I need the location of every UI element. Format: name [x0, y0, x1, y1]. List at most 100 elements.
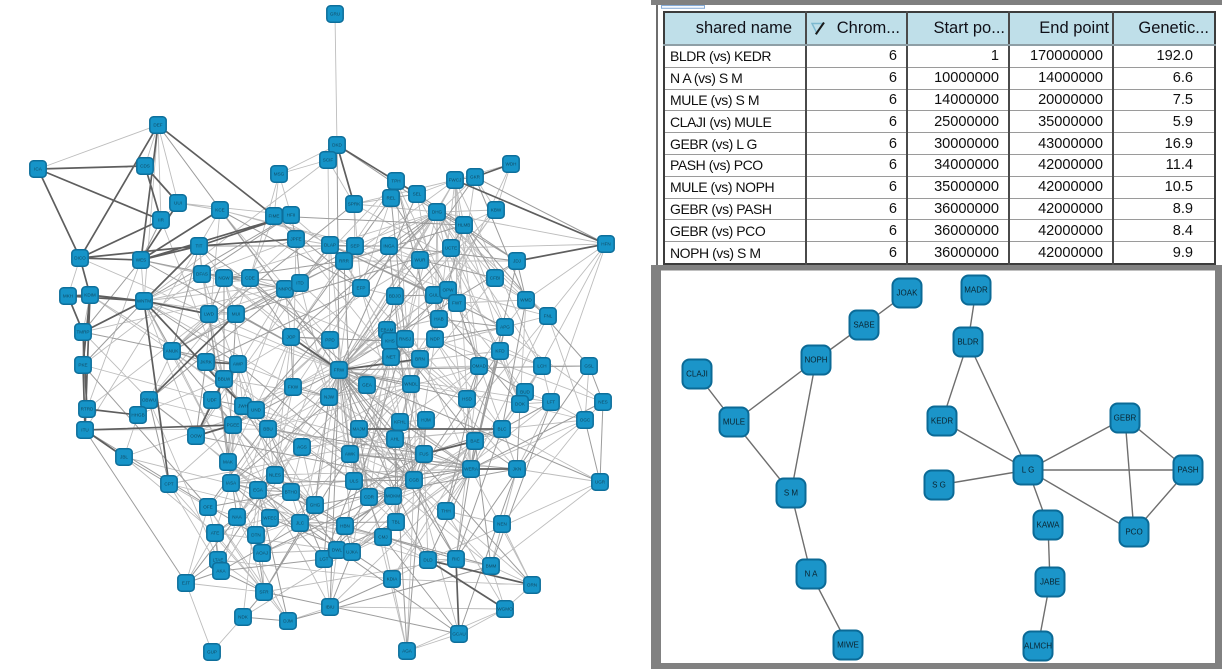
svg-text:PCO: PCO: [1125, 528, 1142, 537]
svg-text:OGC: OGC: [580, 418, 591, 423]
svg-text:L G: L G: [1022, 466, 1035, 475]
svg-text:ULS: ULS: [350, 479, 359, 484]
svg-text:AWK: AWK: [345, 452, 356, 457]
svg-text:FIME: FIME: [269, 214, 280, 219]
svg-text:KCE: KCE: [215, 208, 224, 213]
svg-text:HSD: HSD: [462, 397, 472, 402]
svg-text:SPRK: SPRK: [348, 202, 361, 207]
svg-text:JBL: JBL: [120, 455, 128, 460]
svg-text:DEF: DEF: [153, 123, 162, 128]
svg-text:JKN: JKN: [513, 467, 522, 472]
svg-text:FWT: FWT: [452, 301, 462, 306]
svg-text:CGB: CGB: [409, 478, 419, 483]
svg-text:UGR: UGR: [595, 480, 606, 485]
svg-text:EGA: EGA: [253, 488, 264, 493]
svg-text:JWH: JWH: [238, 404, 248, 409]
svg-text:TMRP: TMRP: [76, 330, 89, 335]
svg-text:HJM: HJM: [421, 418, 431, 423]
svg-text:GHG: GHG: [310, 503, 321, 508]
svg-text:ATE: ATE: [211, 531, 220, 536]
svg-text:JABE: JABE: [1040, 578, 1060, 587]
svg-text:APG: APG: [500, 325, 510, 330]
svg-text:BUD: BUD: [520, 390, 530, 395]
svg-text:CDS: CDS: [140, 164, 150, 169]
svg-text:WDH: WDH: [506, 162, 517, 167]
svg-text:JKRK: JKRK: [200, 360, 213, 365]
svg-text:THH: THH: [441, 509, 450, 514]
svg-text:KBW: KBW: [491, 208, 502, 213]
svg-text:LCH: LCH: [537, 364, 546, 369]
svg-text:JPFE: JPFE: [290, 237, 301, 242]
svg-text:PASH: PASH: [1177, 466, 1198, 475]
svg-text:TBL: TBL: [392, 520, 401, 525]
svg-text:LGT: LGT: [320, 557, 329, 562]
svg-text:SFR: SFR: [259, 590, 269, 595]
svg-text:AWP: AWP: [233, 362, 243, 367]
svg-text:OBWU: OBWU: [142, 398, 156, 403]
svg-text:HFN: HFN: [601, 242, 610, 247]
svg-text:UCTE: UCTE: [445, 246, 458, 251]
svg-text:RTRD: RTRD: [81, 407, 94, 412]
svg-text:PGEE: PGEE: [227, 423, 240, 428]
svg-text:IIR: IIR: [158, 218, 165, 223]
svg-text:MOKM: MOKM: [386, 494, 400, 499]
svg-text:GEBR: GEBR: [1114, 414, 1137, 423]
svg-text:INGA: INGA: [383, 244, 395, 249]
svg-text:FWCJ: FWCJ: [449, 178, 462, 183]
svg-text:S M: S M: [784, 489, 799, 498]
svg-text:BDJO: BDJO: [389, 294, 402, 299]
svg-text:HLMB: HLMB: [458, 223, 471, 228]
svg-text:NET: NET: [386, 355, 395, 360]
svg-text:GUL: GUL: [429, 293, 439, 298]
svg-text:MAJM: MAJM: [352, 427, 365, 432]
svg-text:KAWA: KAWA: [1037, 521, 1061, 530]
svg-text:JOAK: JOAK: [897, 289, 919, 298]
svg-text:AKA: AKA: [216, 569, 226, 574]
svg-text:LTAE: LTAE: [213, 558, 224, 563]
svg-text:AGS: AGS: [297, 445, 307, 450]
svg-text:SCIF: SCIF: [323, 158, 334, 163]
svg-text:HBN: HBN: [340, 524, 350, 529]
svg-text:DICO: DICO: [74, 256, 86, 261]
svg-text:MUI: MUI: [232, 312, 240, 317]
svg-text:CLAJI: CLAJI: [686, 370, 708, 379]
svg-text:EJT: EJT: [182, 581, 190, 586]
svg-text:KEDR: KEDR: [931, 417, 953, 426]
svg-text:UND: UND: [251, 408, 262, 413]
svg-text:MKH: MKH: [63, 294, 73, 299]
svg-text:SABE: SABE: [853, 321, 874, 330]
svg-text:UUI: UUI: [174, 201, 182, 206]
svg-text:KFHL: KFHL: [394, 420, 406, 425]
svg-text:DOK: DOK: [515, 402, 526, 407]
svg-text:CMJ: CMJ: [378, 535, 387, 540]
svg-text:NLES: NLES: [269, 473, 281, 478]
svg-text:MAK: MAK: [223, 460, 234, 465]
svg-text:CFBI: CFBI: [490, 276, 500, 281]
svg-text:BRN: BRN: [415, 357, 425, 362]
svg-text:DWL: DWL: [332, 548, 343, 553]
svg-text:CPT: CPT: [164, 482, 173, 487]
svg-text:DKD: DKD: [332, 143, 342, 148]
svg-text:UDF: UDF: [207, 398, 217, 403]
svg-text:SEL: SEL: [413, 192, 422, 197]
svg-text:OPW: OPW: [443, 288, 455, 293]
svg-text:DFAS: DFAS: [196, 272, 208, 277]
svg-text:CDE: CDE: [245, 276, 255, 281]
svg-text:GRU: GRU: [330, 12, 340, 17]
svg-text:UJKA: UJKA: [346, 550, 359, 555]
svg-text:TPH: TPH: [391, 179, 400, 184]
svg-text:NDP: NDP: [430, 337, 440, 342]
svg-text:BLDR: BLDR: [957, 338, 979, 347]
svg-text:LWD: LWD: [204, 312, 215, 317]
svg-text:GEA: GEA: [362, 383, 373, 388]
svg-text:BBLW: BBLW: [218, 377, 231, 382]
svg-text:GSL: GSL: [584, 364, 594, 369]
svg-text:NES: NES: [598, 400, 607, 405]
svg-text:AOAJ: AOAJ: [256, 551, 268, 556]
svg-text:DHG: DHG: [432, 210, 443, 215]
svg-text:EFP: EFP: [357, 286, 366, 291]
svg-text:ICA: ICA: [34, 167, 43, 172]
svg-text:FNL: FNL: [544, 314, 553, 319]
svg-text:AGA: AGA: [402, 649, 413, 654]
svg-text:JLC: JLC: [296, 521, 305, 526]
